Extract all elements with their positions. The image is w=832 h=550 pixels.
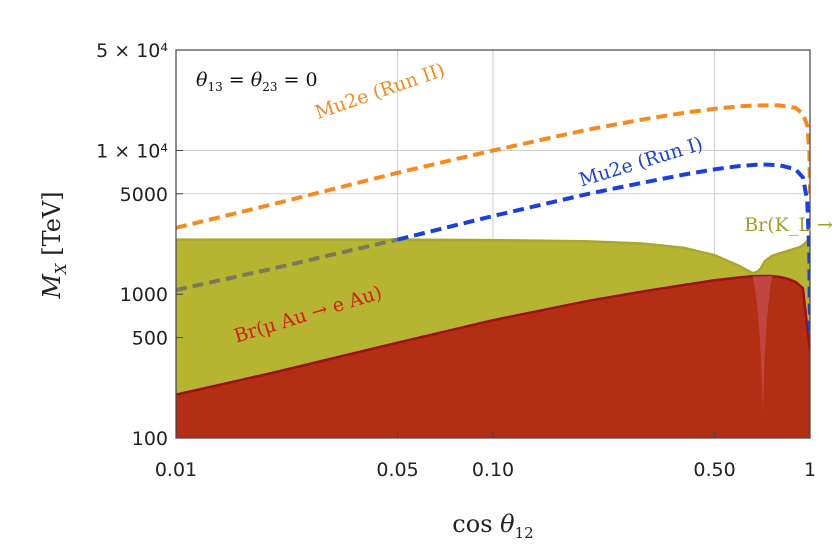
x-axis-ticks: 0.01 0.05 0.10 0.50 1: [155, 431, 816, 481]
svg-text:MX [TeV]: MX [TeV]: [38, 191, 70, 299]
condition-annotation: θ13 = θ23 = 0: [196, 69, 318, 94]
series-line-3: [176, 237, 399, 292]
series-label-2: Br(K_L → μ± e∓): [744, 214, 832, 236]
x-tick-label: 0.50: [693, 459, 735, 481]
y-tick-label: 1 × 10⁴: [96, 140, 168, 162]
filled-regions: [176, 236, 810, 438]
region-notch: [752, 275, 773, 417]
series-line-4: [176, 103, 810, 230]
region-edge-1: [176, 274, 810, 396]
x-tick-label: 1: [804, 459, 816, 481]
y-tick-label: 500: [132, 328, 168, 350]
region-edge-0: [176, 236, 810, 275]
region-1: [176, 276, 810, 438]
x-tick-label: 0.10: [472, 459, 514, 481]
y-tick-label: 5000: [120, 184, 168, 206]
x-tick-label: 0.01: [155, 459, 197, 481]
y-axis-label: MX [TeV]: [38, 191, 70, 299]
x-axis-label: cos θ12: [452, 510, 533, 542]
x-tick-label: 0.05: [376, 459, 418, 481]
dashed-lines: [176, 103, 810, 338]
y-tick-label: 100: [132, 428, 168, 450]
y-tick-label: 5 × 10⁴: [96, 40, 168, 62]
y-tick-label: 1000: [120, 284, 168, 306]
y-axis-ticks: 100 500 1000 5000 1 × 10⁴ 5 × 10⁴: [96, 40, 183, 450]
series-line-2: [397, 162, 810, 338]
